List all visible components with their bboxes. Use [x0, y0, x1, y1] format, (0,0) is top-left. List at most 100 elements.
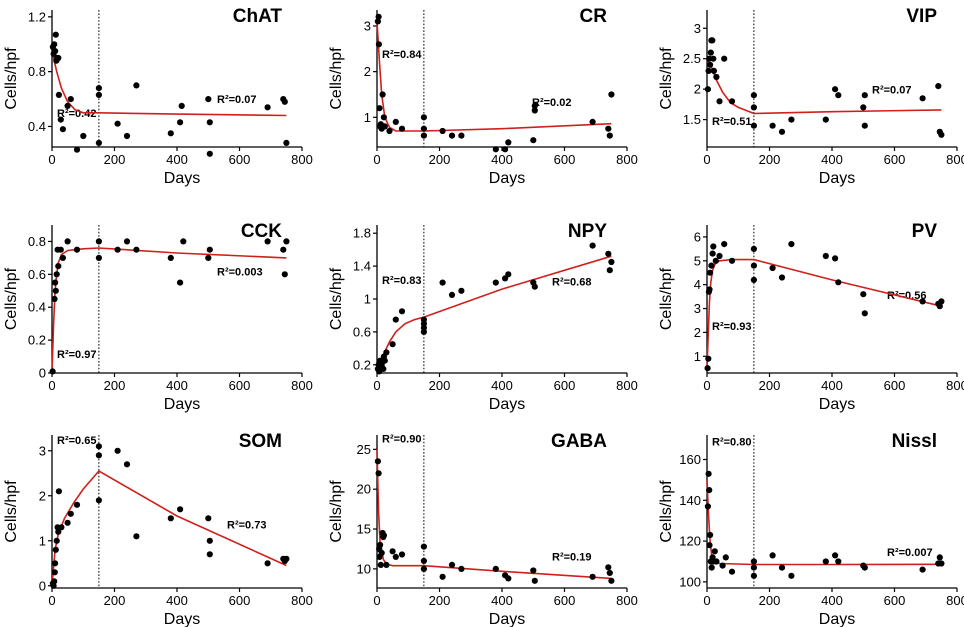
- y-tick-label: 0.2: [28, 333, 46, 348]
- x-tick-label: 400: [821, 593, 843, 608]
- data-point: [716, 252, 723, 260]
- data-point: [51, 295, 58, 303]
- npy-chart: NPY Days Cells/hpf R²=0.83 R²=0.68 0 200 4…: [328, 221, 638, 413]
- x-tick-label: 0: [48, 378, 55, 393]
- y-tick-label: 5: [694, 253, 701, 268]
- x-axis-label: Days: [164, 170, 200, 187]
- data-point: [710, 55, 717, 62]
- x-tick-label: 400: [821, 378, 843, 393]
- x-tick-label: 600: [229, 593, 251, 608]
- data-point: [381, 357, 388, 364]
- data-point: [280, 246, 287, 253]
- data-point: [64, 102, 71, 109]
- data-point: [51, 41, 58, 48]
- y-tick-label: 25: [357, 442, 371, 457]
- data-point: [420, 557, 427, 565]
- data-point: [778, 564, 786, 571]
- r2-left-label: R²=0.84: [382, 49, 422, 61]
- y-tick-label: 10: [357, 561, 371, 576]
- data-point: [711, 548, 718, 555]
- data-point: [861, 310, 868, 317]
- data-point: [608, 577, 615, 584]
- data-point: [750, 122, 758, 129]
- data-point: [95, 497, 102, 504]
- data-point: [713, 558, 720, 565]
- data-point: [778, 128, 786, 135]
- data-point: [708, 262, 715, 269]
- y-tick-label: 0.6: [28, 267, 46, 282]
- data-point: [381, 123, 388, 130]
- data-point: [750, 262, 758, 269]
- data-point: [835, 92, 842, 99]
- y-axis-label: Cells/hpf: [3, 267, 20, 330]
- x-tick-label: 200: [104, 152, 126, 167]
- data-point: [398, 308, 406, 315]
- r2-left-label: R²=0.80: [712, 437, 751, 449]
- data-point: [114, 120, 121, 127]
- x-tick-label: 200: [759, 593, 781, 608]
- data-point: [281, 271, 288, 278]
- data-point: [936, 554, 943, 561]
- data-point: [704, 86, 712, 93]
- data-point: [938, 560, 945, 567]
- x-tick-label: 200: [759, 378, 781, 393]
- x-axis-label: Days: [164, 396, 200, 413]
- data-point: [530, 137, 537, 144]
- data-point: [374, 458, 381, 465]
- data-point: [605, 125, 612, 132]
- data-point: [123, 132, 131, 140]
- y-tick-label: 140: [679, 493, 701, 508]
- x-tick-label: 0: [703, 152, 710, 167]
- y-tick-label: 0.6: [353, 324, 371, 339]
- chart-title: ChAT: [233, 6, 283, 27]
- nissl-chart: Nissl Days Cells/hpf R²=0.80 R²=0.007 0 2…: [658, 431, 964, 627]
- data-point: [123, 461, 131, 468]
- y-tick-label: 20: [357, 482, 371, 497]
- data-point: [205, 515, 212, 522]
- data-point: [832, 552, 839, 559]
- y-tick-label: 3: [694, 301, 701, 316]
- data-point: [206, 119, 213, 126]
- data-point: [531, 102, 538, 109]
- data-point: [73, 246, 81, 253]
- data-point: [374, 18, 381, 25]
- y-tick-label: 1.4: [353, 259, 371, 274]
- r2-left-label: R²=0.93: [712, 321, 751, 333]
- data-point: [531, 577, 538, 584]
- data-point: [52, 287, 59, 294]
- data-point: [707, 49, 714, 56]
- data-point: [375, 41, 382, 48]
- data-point: [832, 255, 839, 262]
- data-point: [398, 125, 406, 132]
- data-point: [80, 132, 87, 140]
- data-point: [750, 572, 758, 579]
- y-tick-label: 0: [39, 366, 46, 381]
- x-tick-label: 0: [703, 378, 710, 393]
- chart-title: SOM: [239, 431, 282, 452]
- data-point: [448, 132, 456, 139]
- x-tick-label: 600: [884, 378, 906, 393]
- data-point: [750, 276, 758, 283]
- y-tick-label: 120: [679, 534, 701, 549]
- data-point: [180, 238, 187, 245]
- data-point: [55, 91, 63, 98]
- data-point: [589, 118, 596, 125]
- x-axis-label: Days: [489, 396, 525, 413]
- data-point: [52, 48, 59, 55]
- y-tick-label: 100: [679, 574, 701, 589]
- data-point: [505, 271, 512, 278]
- data-point: [53, 537, 60, 544]
- data-point: [383, 349, 390, 356]
- data-point: [167, 254, 174, 261]
- data-point: [710, 243, 717, 250]
- r2-right-label: R²=0.07: [872, 85, 911, 97]
- y-tick-label: 2: [694, 82, 701, 97]
- r2-right-label: R²=0.007: [887, 547, 933, 559]
- x-tick-label: 800: [946, 152, 964, 167]
- x-tick-label: 400: [166, 152, 188, 167]
- data-point: [264, 560, 271, 567]
- y-axis-label: Cells/hpf: [3, 480, 20, 543]
- data-point: [919, 95, 926, 102]
- data-point: [458, 132, 465, 139]
- data-point: [750, 92, 758, 99]
